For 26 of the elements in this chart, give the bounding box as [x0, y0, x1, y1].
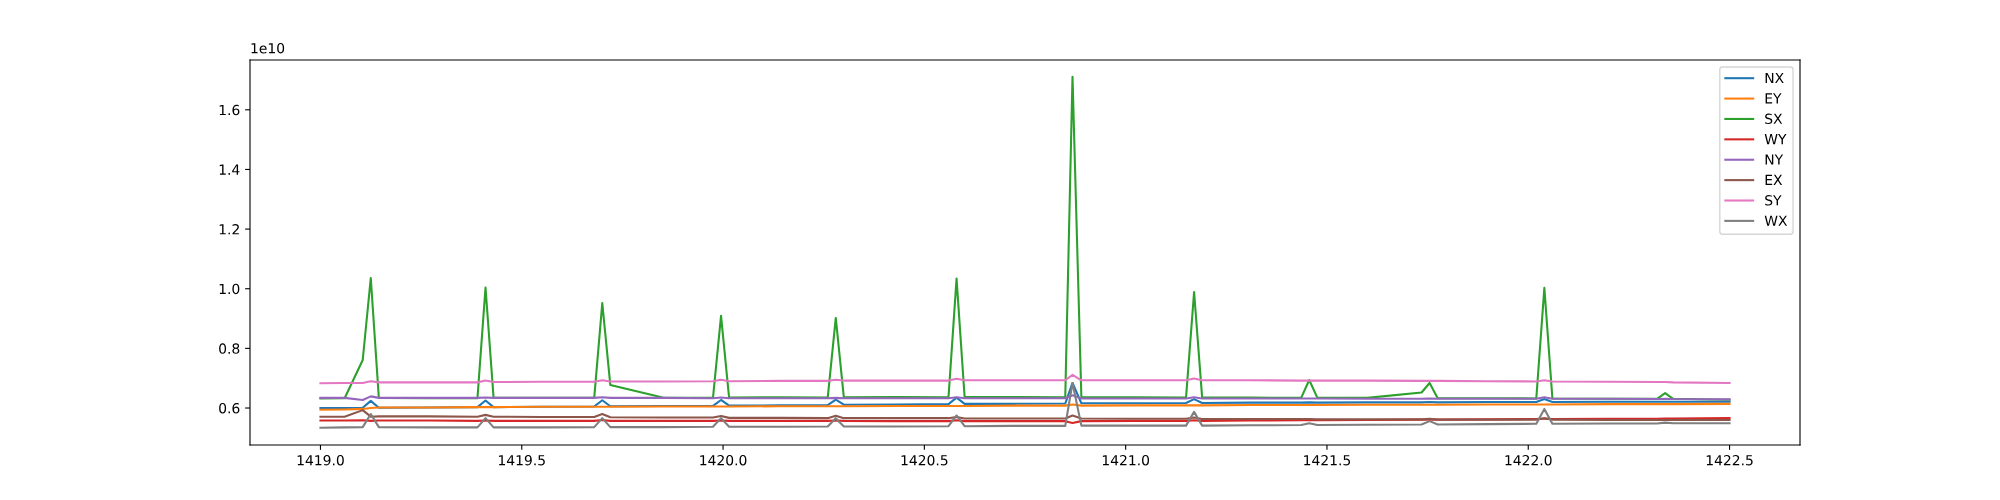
y-tick-label: 1.2: [219, 224, 239, 235]
x-tick-label: 1421.5: [1304, 454, 1351, 466]
x-tick-label: 1422.0: [1505, 454, 1552, 466]
x-tick-label: 1419.0: [297, 454, 344, 466]
legend-label: WY: [1764, 134, 1787, 145]
x-tick-label: 1420.5: [901, 454, 948, 466]
y-tick-label: 1.0: [219, 283, 240, 295]
legend-label: EY: [1765, 93, 1782, 104]
text: 1e10: [251, 42, 285, 54]
x-tick-label: 1419.5: [498, 454, 545, 466]
y-tick-label: 1.6: [219, 104, 240, 116]
legend-label: NY: [1765, 154, 1784, 165]
line-series: [319, 381, 1731, 429]
y-tick-label: 0.8: [219, 343, 240, 354]
legend-label: NX: [1765, 72, 1784, 84]
x-tick-label: 1421.0: [1102, 454, 1150, 466]
x-tick-label: 1420.0: [700, 454, 747, 466]
y-tick-label: 0.6: [219, 402, 240, 414]
y-tick-label: 1.4: [219, 164, 240, 175]
legend-label: WX: [1764, 215, 1788, 226]
line-series: [319, 373, 1731, 385]
legend-label: SY: [1765, 195, 1782, 206]
x-tick-label: 1422.5: [1706, 454, 1753, 466]
line-series: [319, 409, 1731, 421]
legend-label: EX: [1765, 174, 1783, 185]
legend-label: SX: [1765, 113, 1783, 125]
